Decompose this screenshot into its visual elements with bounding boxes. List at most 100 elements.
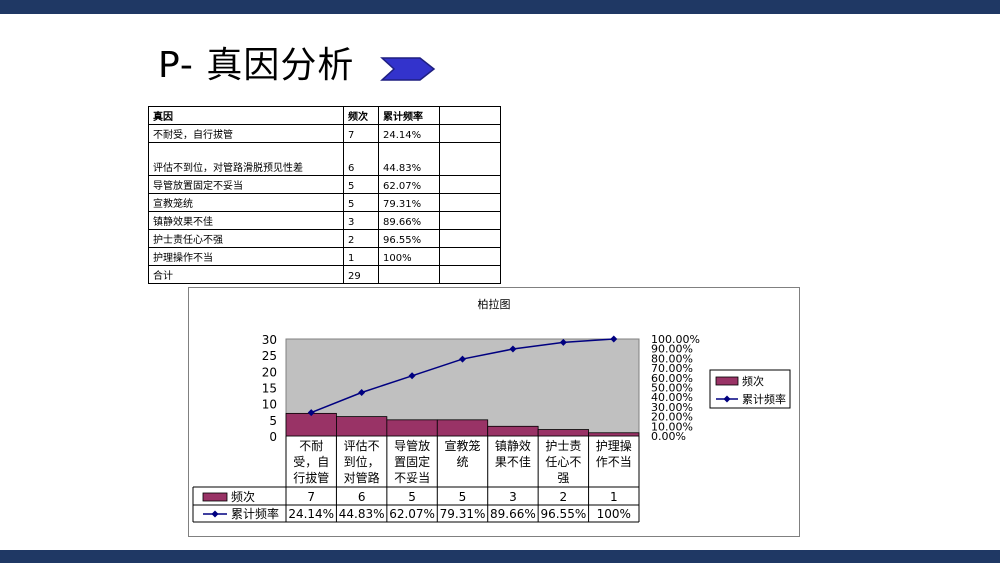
table-cell [378, 265, 440, 284]
table-cell: 护理操作不当 [148, 247, 344, 266]
data-label: 96.55% [540, 507, 586, 521]
pareto-chart: 柏拉图 30 25 20 15 10 5 0 100.00% 90.00% 80.00% 70.00%… [188, 287, 800, 537]
data-label: 24.14% [288, 507, 334, 521]
data-label: 100% [597, 507, 631, 521]
y2-tick-label: 70.00% [651, 362, 693, 375]
table-cell: 29 [343, 265, 379, 284]
y2-tick-label: 20.00% [651, 411, 693, 424]
y-tick-label: 10 [262, 398, 277, 412]
category-label: 镇静效 [495, 438, 531, 453]
table-row: 宣教笼统 5 79.31% [148, 193, 501, 212]
data-label: 89.66% [490, 507, 536, 521]
table-cell: 镇静效果不佳 [148, 211, 344, 230]
data-label: 6 [358, 490, 366, 504]
table-cell: 5 [343, 175, 379, 194]
category-label: 受，自 [293, 455, 329, 469]
legend-box [709, 369, 791, 409]
header-cumulative: 累计频率 [378, 106, 440, 125]
bar [487, 425, 539, 437]
table-cell [439, 265, 501, 284]
category-label: 作不当 [596, 455, 632, 469]
table-row: 镇静效果不佳 3 89.66% [148, 211, 501, 230]
category-label: 任心不 [545, 455, 581, 469]
table-cell: 护士责任心不强 [148, 229, 344, 248]
table-cell: 100% [378, 247, 440, 266]
table-row: 护士责任心不强 2 96.55% [148, 229, 501, 248]
category-label: 果不佳 [495, 455, 531, 469]
table-cell: 评估不到位，对管路滑脱预见性差 [148, 142, 344, 176]
category-label: 护理操 [596, 438, 632, 453]
bar [436, 419, 489, 437]
y2-tick-label: 10.00% [651, 420, 693, 433]
table-cell: 1 [343, 247, 379, 266]
y-tick-label: 0 [269, 430, 277, 444]
data-label: 5 [459, 490, 467, 504]
category-label: 不耐 [299, 439, 323, 453]
cumulative-point [459, 355, 466, 363]
category-label: 强 [557, 471, 569, 485]
table-cell [439, 193, 501, 212]
bar [537, 429, 589, 437]
y2-tick-label: 90.00% [651, 343, 693, 356]
table-row: 不耐受，自行拔管 7 24.14% [148, 124, 501, 143]
cumulative-point [358, 389, 366, 397]
table-cell: 合计 [148, 265, 344, 284]
data-label: 44.83% [339, 507, 385, 521]
category-label: 导管放 [394, 438, 430, 453]
y2-tick-label: 50.00% [651, 382, 693, 395]
y-tick-label: 25 [262, 349, 277, 363]
table-cell: 62.07% [378, 175, 440, 194]
bottom-banner [0, 550, 1000, 563]
legend-swatch-frequency [715, 376, 739, 386]
y-tick-label: 20 [262, 365, 277, 379]
header-cause: 真因 [148, 106, 344, 125]
table-cell: 96.55% [378, 229, 440, 248]
table-cell [439, 229, 501, 248]
table-cell [439, 211, 501, 230]
category-label: 行拔管 [293, 470, 329, 485]
table-row: 评估不到位，对管路滑脱预见性差 6 44.83% [148, 142, 501, 176]
data-label: 62.07% [389, 507, 435, 521]
y2-tick-label: 40.00% [651, 391, 693, 404]
table-row-total: 合计 29 [148, 265, 501, 284]
y2-tick-label: 100.00% [651, 333, 700, 346]
chart-title: 柏拉图 [478, 297, 511, 311]
table-cell: 89.66% [378, 211, 440, 230]
chevron-arrow-icon [380, 57, 436, 81]
category-label: 统 [456, 455, 468, 469]
table-header-row: 真因 频次 累计频率 [148, 106, 501, 125]
bar [386, 419, 438, 437]
table-cell: 44.83% [378, 142, 440, 176]
category-label: 对管路 [344, 470, 380, 485]
table-cell: 5 [343, 193, 379, 212]
table-cell: 7 [343, 124, 379, 143]
legend-label: 累计频率 [742, 392, 786, 406]
category-label: 宣教笼 [444, 438, 480, 453]
table-cell: 6 [343, 142, 379, 176]
bar [336, 416, 388, 437]
page-title: P- 真因分析 [158, 45, 355, 86]
y-tick-label: 30 [262, 333, 277, 347]
y2-tick-label: 0.00% [651, 430, 686, 443]
header-frequency: 频次 [343, 106, 379, 125]
table-cell [439, 247, 501, 266]
table-cell: 79.31% [378, 193, 440, 212]
data-label: 7 [307, 490, 315, 504]
bar [285, 412, 337, 437]
table-cell: 2 [343, 229, 379, 248]
y-tick-label: 5 [269, 414, 277, 428]
legend-label: 频次 [742, 374, 764, 388]
data-label: 1 [610, 490, 618, 504]
cumulative-point [408, 372, 416, 380]
y-tick-label: 15 [262, 382, 277, 396]
table-cell: 导管放置固定不妥当 [148, 175, 344, 194]
data-label: 79.31% [440, 507, 486, 521]
table-cell [439, 175, 501, 194]
y2-tick-label: 80.00% [651, 352, 693, 365]
y2-tick-label: 60.00% [651, 372, 693, 385]
cumulative-point [610, 335, 618, 343]
top-banner [0, 0, 1000, 14]
pareto-chart-svg: 柏拉图302520151050100.00%90.00%80.00%70.00%… [192, 297, 791, 523]
legend-marker-cumulative [723, 395, 731, 403]
legend-swatch-frequency [202, 492, 228, 502]
